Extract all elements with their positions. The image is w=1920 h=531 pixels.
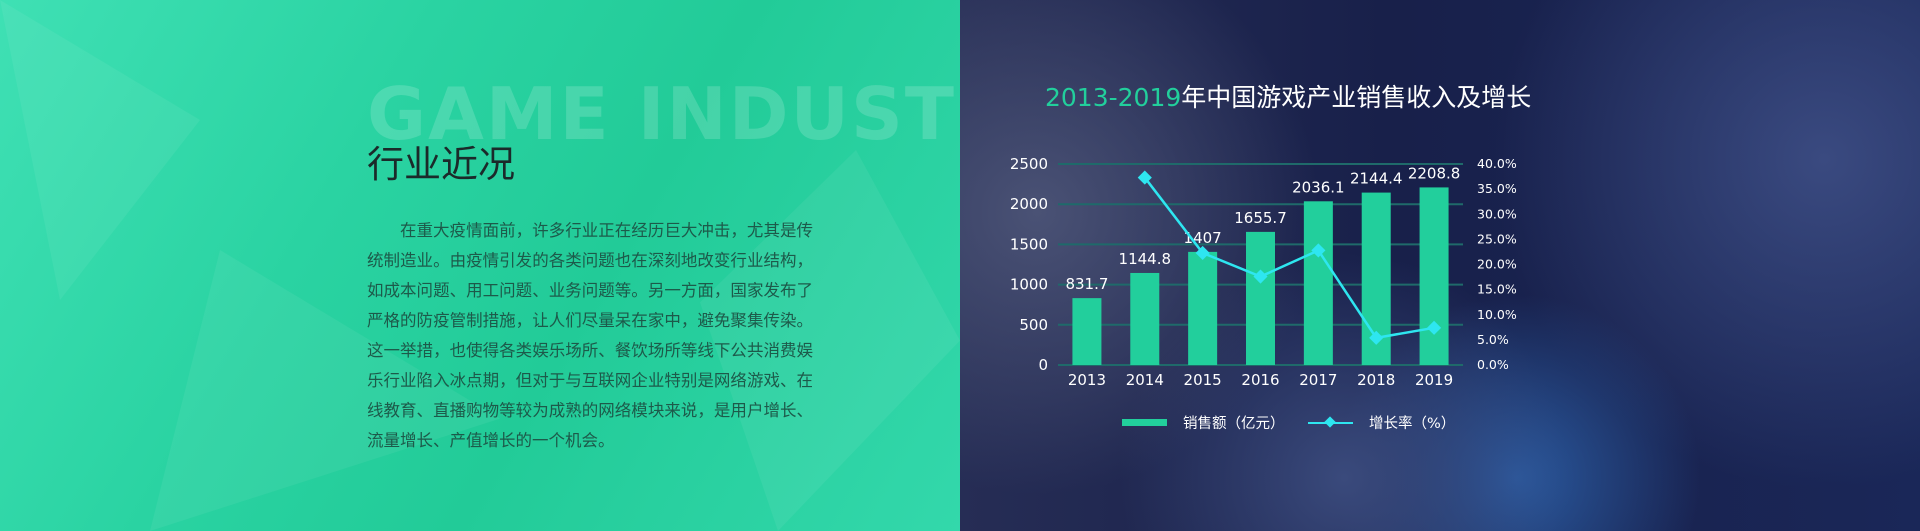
legend-bar-swatch: [1122, 419, 1167, 426]
x-tick-label: 2017: [1299, 371, 1337, 389]
x-tick-label: 2013: [1068, 371, 1106, 389]
growth-point: [1253, 269, 1268, 284]
x-tick-label: 2018: [1357, 371, 1395, 389]
y-right-tick-label: 30.0%: [1477, 206, 1517, 221]
y-right-tick-label: 15.0%: [1477, 282, 1517, 297]
left-panel: GAME INDUSTRY 行业近况 在重大疫情面前，许多行业正在经历巨大冲击，…: [0, 0, 960, 531]
y-left-tick-label: 2500: [1010, 155, 1048, 173]
bar-data-label: 1144.8: [1119, 250, 1172, 268]
bar: [1072, 298, 1102, 365]
y-left-tick-label: 1500: [1010, 235, 1048, 253]
bar-data-label: 1655.7: [1234, 209, 1287, 227]
bar-data-label: 2036.1: [1292, 178, 1345, 196]
y-right-tick-label: 10.0%: [1477, 307, 1517, 322]
legend-line-swatch: [1308, 415, 1353, 428]
bar-data-label: 1407: [1184, 229, 1222, 247]
background-word: GAME INDUSTRY: [367, 72, 960, 156]
chart-title: 2013-2019年中国游戏产业销售收入及增长: [1045, 78, 1531, 114]
chart-title-years: 2013-2019: [1045, 83, 1182, 112]
growth-point: [1427, 320, 1442, 335]
bar: [1188, 251, 1218, 365]
x-tick-label: 2014: [1126, 371, 1164, 389]
legend-bar-label: 销售额（亿元）: [1183, 416, 1285, 432]
bar-data-label: 2208.8: [1408, 164, 1461, 182]
bar: [1419, 187, 1449, 365]
y-left-tick-label: 0: [1038, 356, 1048, 374]
legend-bar: 销售额（亿元）: [1122, 412, 1285, 433]
diamond-icon: [1324, 415, 1336, 428]
growth-line: [1143, 176, 1435, 340]
bar: [1246, 231, 1275, 365]
y-left-tick-label: 500: [1019, 316, 1048, 334]
bar: [1130, 272, 1160, 365]
y-left-tick-label: 2000: [1010, 195, 1048, 213]
y-left-tick-label: 1000: [1010, 276, 1048, 294]
bar-data-label: 2144.4: [1350, 170, 1403, 188]
y-right-tick-label: 40.0%: [1477, 156, 1517, 171]
y-right-tick-label: 25.0%: [1477, 231, 1517, 246]
y-right-tick-label: 5.0%: [1477, 332, 1509, 347]
y-right-tick-label: 35.0%: [1477, 181, 1517, 196]
background-facet: [0, 0, 200, 300]
x-tick-label: 2015: [1184, 371, 1222, 389]
chart-title-text: 年中国游戏产业销售收入及增长: [1181, 83, 1532, 112]
chart-svg: 0 500 1000 1500 2000 2500 0.0% 5.0% 10.0% 15.0% 20…: [1010, 155, 1517, 389]
y-right-tick-label: 0.0%: [1477, 357, 1509, 372]
x-tick-label: 2019: [1415, 371, 1453, 389]
section-heading: 行业近况: [367, 143, 515, 186]
bar: [1303, 201, 1333, 365]
y-right-tick-label: 20.0%: [1477, 257, 1517, 272]
body-paragraph: 在重大疫情面前，许多行业正在经历巨大冲击，尤其是传统制造业。由疫情引发的各类问题…: [367, 221, 813, 450]
x-tick-label: 2016: [1241, 371, 1279, 389]
legend-line-label: 增长率（%）: [1369, 416, 1456, 432]
legend-line: 增长率（%）: [1308, 412, 1455, 433]
bar-data-label: 831.7: [1065, 275, 1108, 293]
